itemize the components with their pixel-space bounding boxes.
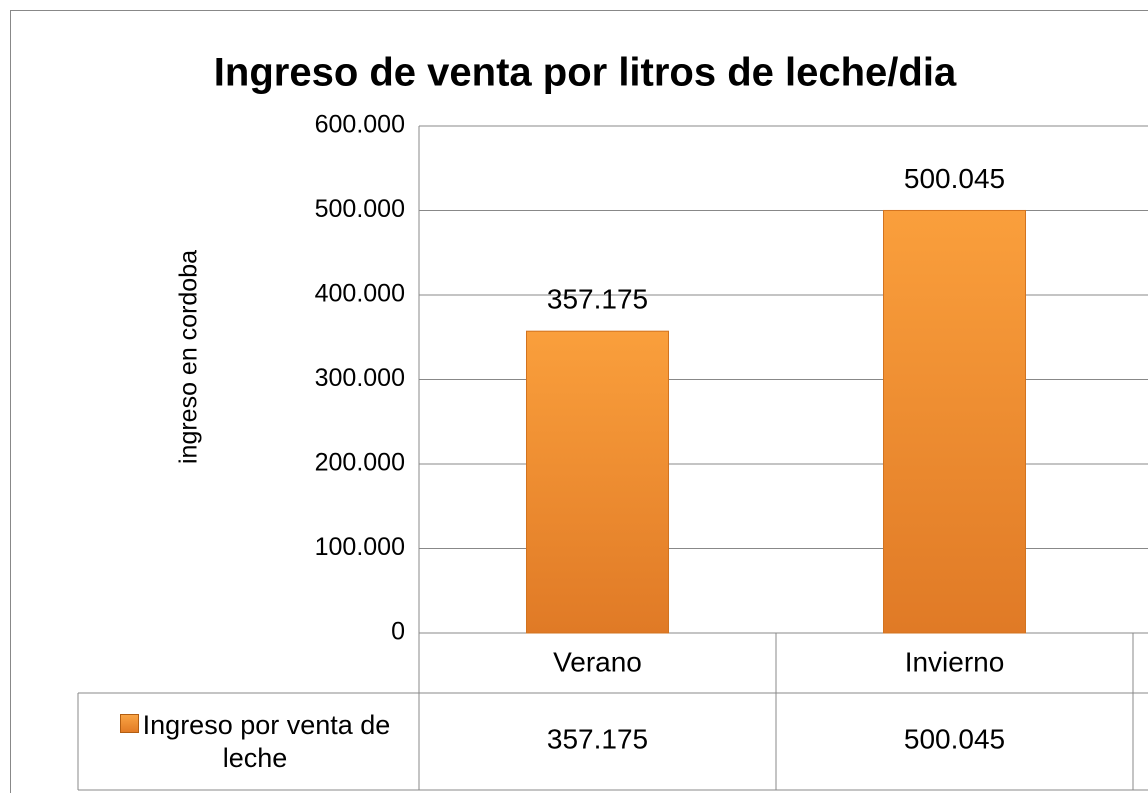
y-tick-label: 400.000 xyxy=(315,280,405,308)
chart-title: Ingreso de venta por litros de leche/dia xyxy=(214,51,957,95)
y-tick-label: 300.000 xyxy=(315,364,405,392)
x-tick-label: Verano xyxy=(553,646,642,677)
y-tick-label: 500.000 xyxy=(315,195,405,223)
y-tick-label: 200.000 xyxy=(315,449,405,477)
y-tick-label: 0 xyxy=(391,618,405,646)
data-label: 500.045 xyxy=(904,163,1005,194)
y-axis-label: ingreso en cordoba xyxy=(175,250,203,464)
legend-key xyxy=(119,714,139,733)
table-value: 357.175 xyxy=(547,723,648,754)
legend-label: Ingreso por venta de leche xyxy=(142,710,391,773)
table-value: 500.045 xyxy=(904,723,1005,754)
data-label: 357.175 xyxy=(547,284,648,315)
y-tick-label: 100.000 xyxy=(315,533,405,561)
x-tick-label: Invierno xyxy=(905,646,1005,677)
legend-entry: Ingreso por venta de leche xyxy=(92,696,418,788)
y-tick-label: 600.000 xyxy=(315,111,405,139)
bar xyxy=(883,209,1026,634)
bar xyxy=(526,330,669,634)
